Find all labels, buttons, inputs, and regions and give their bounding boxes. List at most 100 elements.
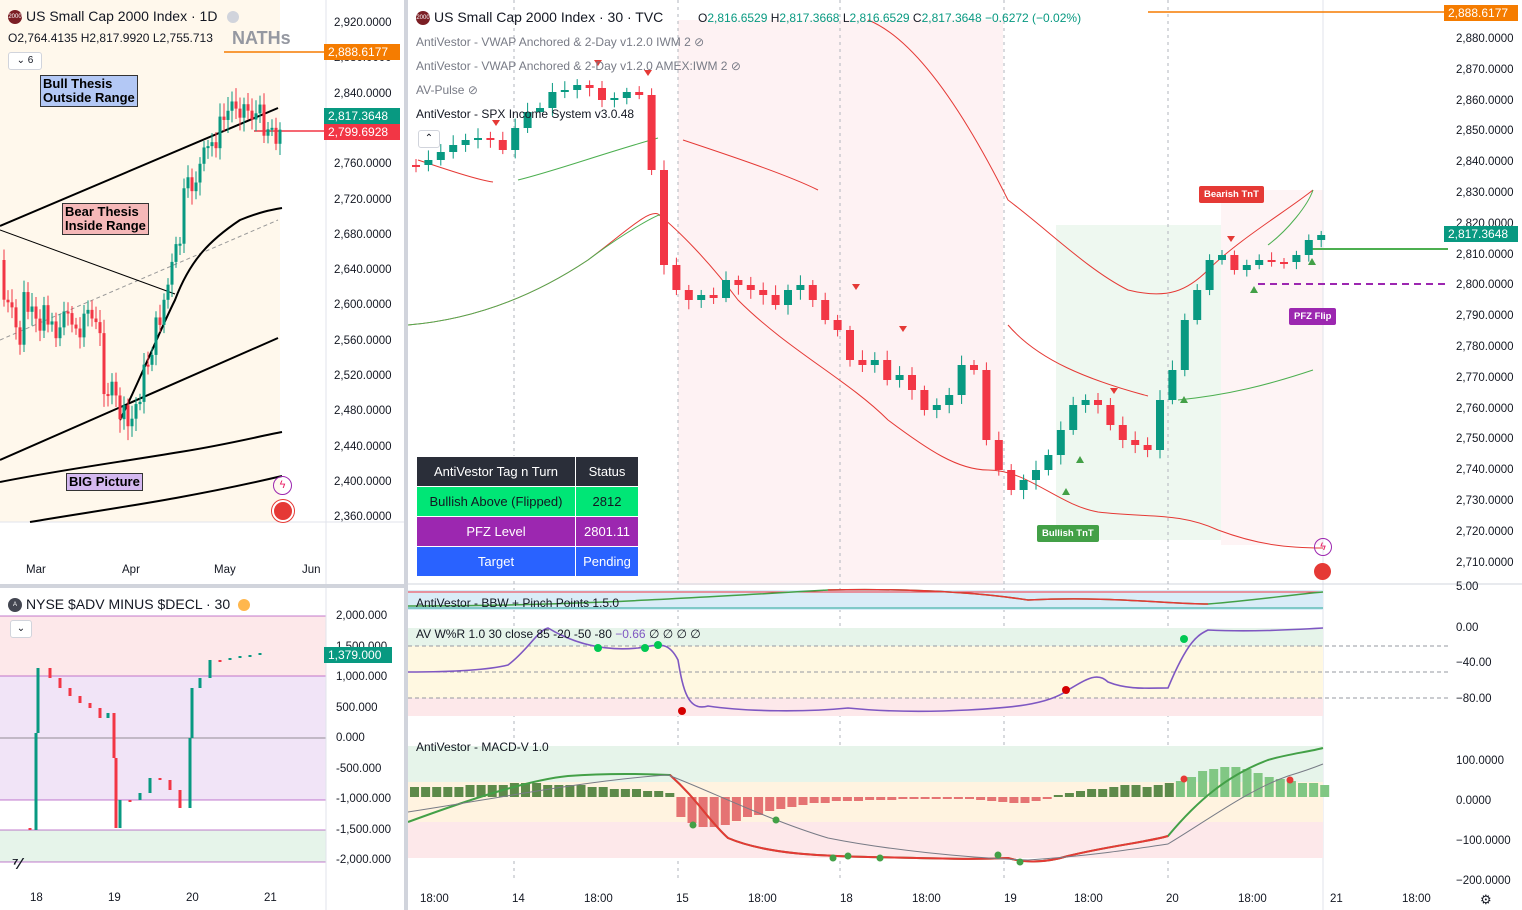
eye-hidden-icon[interactable]: ⊘ [694, 35, 705, 49]
adv-candle [198, 678, 202, 688]
index-logo-icon: 2000 [8, 10, 22, 25]
macd-green-dot [689, 821, 697, 829]
main-candle [498, 140, 507, 150]
daily-candle [38, 318, 42, 331]
daily-time-label: Mar [26, 564, 46, 576]
macd-histogram-bar [987, 797, 997, 801]
pane-divider-vertical[interactable] [404, 0, 408, 910]
main-candle [945, 395, 954, 405]
macd-histogram-bar [1253, 773, 1263, 797]
macd-histogram-bar [1286, 781, 1296, 797]
daily-chart-pane[interactable]: 2000 US Small Cap 2000 Index · 1D O2,764.… [0, 0, 404, 584]
eye-hidden-icon[interactable] [227, 11, 240, 24]
daily-title-text: US Small Cap 2000 Index · 1D [26, 8, 218, 24]
pane-divider-horizontal[interactable] [0, 584, 404, 588]
eye-hidden-icon[interactable]: ⊘ [730, 59, 741, 73]
main-candle [994, 440, 1003, 470]
main-time-label: 18:00 [912, 893, 941, 905]
macd-histogram-bar [1175, 781, 1185, 797]
macd-title[interactable]: AntiVestor - MACD-V 1.0 [416, 740, 549, 754]
macd-histogram-bar [598, 787, 608, 797]
macd-histogram-bar [1309, 783, 1319, 797]
main-candle [1069, 405, 1078, 430]
daily-candle [278, 129, 282, 144]
main-time-label: 21 [1330, 893, 1343, 905]
bear-thesis-note[interactable]: Bear Thesis Inside Range [62, 203, 149, 235]
ohlc-change: −0.6272 (−0.02%) [985, 11, 1082, 25]
bull-thesis-note[interactable]: Bull Thesis Outside Range [40, 75, 138, 107]
indicator-collapse-button[interactable]: ⌄ 6 [8, 52, 42, 70]
adv-time-label: 20 [186, 892, 199, 904]
adv-decl-pane[interactable]: A NYSE $ADV MINUS $DECL · 30 ⌄ 2,000.000 1… [0, 588, 404, 910]
macd-histogram-bar [1109, 787, 1119, 797]
main-time-label: 18:00 [1074, 893, 1103, 905]
adv-chart-canvas[interactable] [0, 588, 404, 910]
tag-n-turn-table: AntiVestor Tag n Turn Status Bullish Abo… [416, 456, 639, 577]
adv-price-label: -500.000 [336, 762, 382, 775]
flag-icon[interactable] [272, 500, 294, 522]
main-time-label: 18 [840, 893, 853, 905]
macd-histogram-bar [1209, 769, 1219, 797]
daily-tag-red: 2,799.6928 [324, 124, 400, 140]
daily-candle [150, 354, 154, 365]
indicator-vwap-amex[interactable]: AntiVestor - VWAP Anchored & 2-Day v1.2.… [416, 59, 741, 73]
main-price-label: 2,850.0000 [1456, 125, 1514, 138]
daily-candle [270, 127, 274, 130]
macd-histogram-bar [1275, 779, 1285, 797]
lightning-icon[interactable]: ϟ [1314, 538, 1332, 556]
main-price-label: 2,760.0000 [1456, 402, 1514, 415]
main-collapse-button[interactable]: ⌃ [418, 130, 440, 148]
main-price-label: 2,840.0000 [1456, 156, 1514, 169]
macd-histogram-bar [920, 797, 930, 799]
big-picture-note[interactable]: BIG Picture [66, 473, 143, 491]
main-candle [1168, 370, 1177, 400]
ohlc-close: 2,817.3648 [921, 11, 982, 25]
adv-title: A NYSE $ADV MINUS $DECL · 30 [8, 596, 250, 613]
ohlc-open: 2,764.4135 [17, 31, 78, 45]
main-candle [1317, 235, 1326, 240]
wr-axis-label: −40.00 [1456, 657, 1492, 669]
daily-price-label: 2,480.0000 [334, 405, 392, 418]
wr-title[interactable]: AV W%R 1.0 30 close 85 -20 -50 -80 −0.66… [416, 627, 701, 641]
macd-red-line [669, 774, 1169, 863]
daily-price-label: 2,520.0000 [334, 370, 392, 382]
main-candle [1230, 255, 1239, 270]
flag-icon[interactable] [1314, 563, 1331, 580]
macd-axis-label: 0.0000 [1456, 795, 1492, 807]
main-candle [1193, 290, 1202, 320]
adv-collapse-button[interactable]: ⌄ [10, 620, 32, 638]
main-candle [1180, 320, 1189, 370]
adv-candle [190, 688, 194, 738]
main-candle [1131, 440, 1140, 445]
adv-candle [138, 793, 142, 800]
macd-histogram-bar [443, 787, 453, 797]
ohlc-low: 2,755.713 [159, 31, 213, 45]
main-candle [1106, 405, 1115, 425]
main-candle [883, 360, 892, 380]
daily-time-label: Jun [302, 564, 321, 576]
main-candle [833, 320, 842, 330]
daily-candle [106, 394, 110, 397]
daily-candle [210, 142, 214, 147]
daily-candle [254, 113, 258, 120]
indicator-spx-income[interactable]: AntiVestor - SPX Income System v3.0.48 [416, 107, 635, 121]
tradingview-logo-icon[interactable]: ⁷⁄ [12, 856, 22, 873]
main-candle [474, 138, 482, 140]
daily-candle [26, 292, 30, 312]
bbw-title[interactable]: AntiVestor - BBW + Pinch Points 1.5.0 [416, 596, 620, 610]
adv-price-label: 0.000 [336, 732, 365, 744]
table-header-name: AntiVestor Tag n Turn [416, 456, 576, 487]
main-candle [660, 170, 668, 265]
daily-chart-canvas[interactable] [0, 0, 404, 584]
lightning-icon[interactable]: ϟ [273, 476, 292, 495]
bearish-triangle-marker [852, 284, 860, 290]
daily-candle [22, 292, 26, 345]
indicator-av-pulse[interactable]: AV-Pulse ⊘ [416, 83, 478, 97]
daily-candle [246, 104, 250, 111]
eye-hidden-icon[interactable]: ⊘ [467, 83, 478, 97]
main-chart-pane[interactable]: 2000 US Small Cap 2000 Index · 30 · TVC O… [408, 0, 1522, 910]
main-chart-canvas[interactable] [408, 0, 1522, 910]
daily-price-label: 2,360.0000 [334, 511, 392, 524]
indicator-vwap-iwm[interactable]: AntiVestor - VWAP Anchored & 2-Day v1.2.… [416, 35, 704, 49]
settings-gear-icon[interactable]: ⚙ [1480, 892, 1492, 907]
